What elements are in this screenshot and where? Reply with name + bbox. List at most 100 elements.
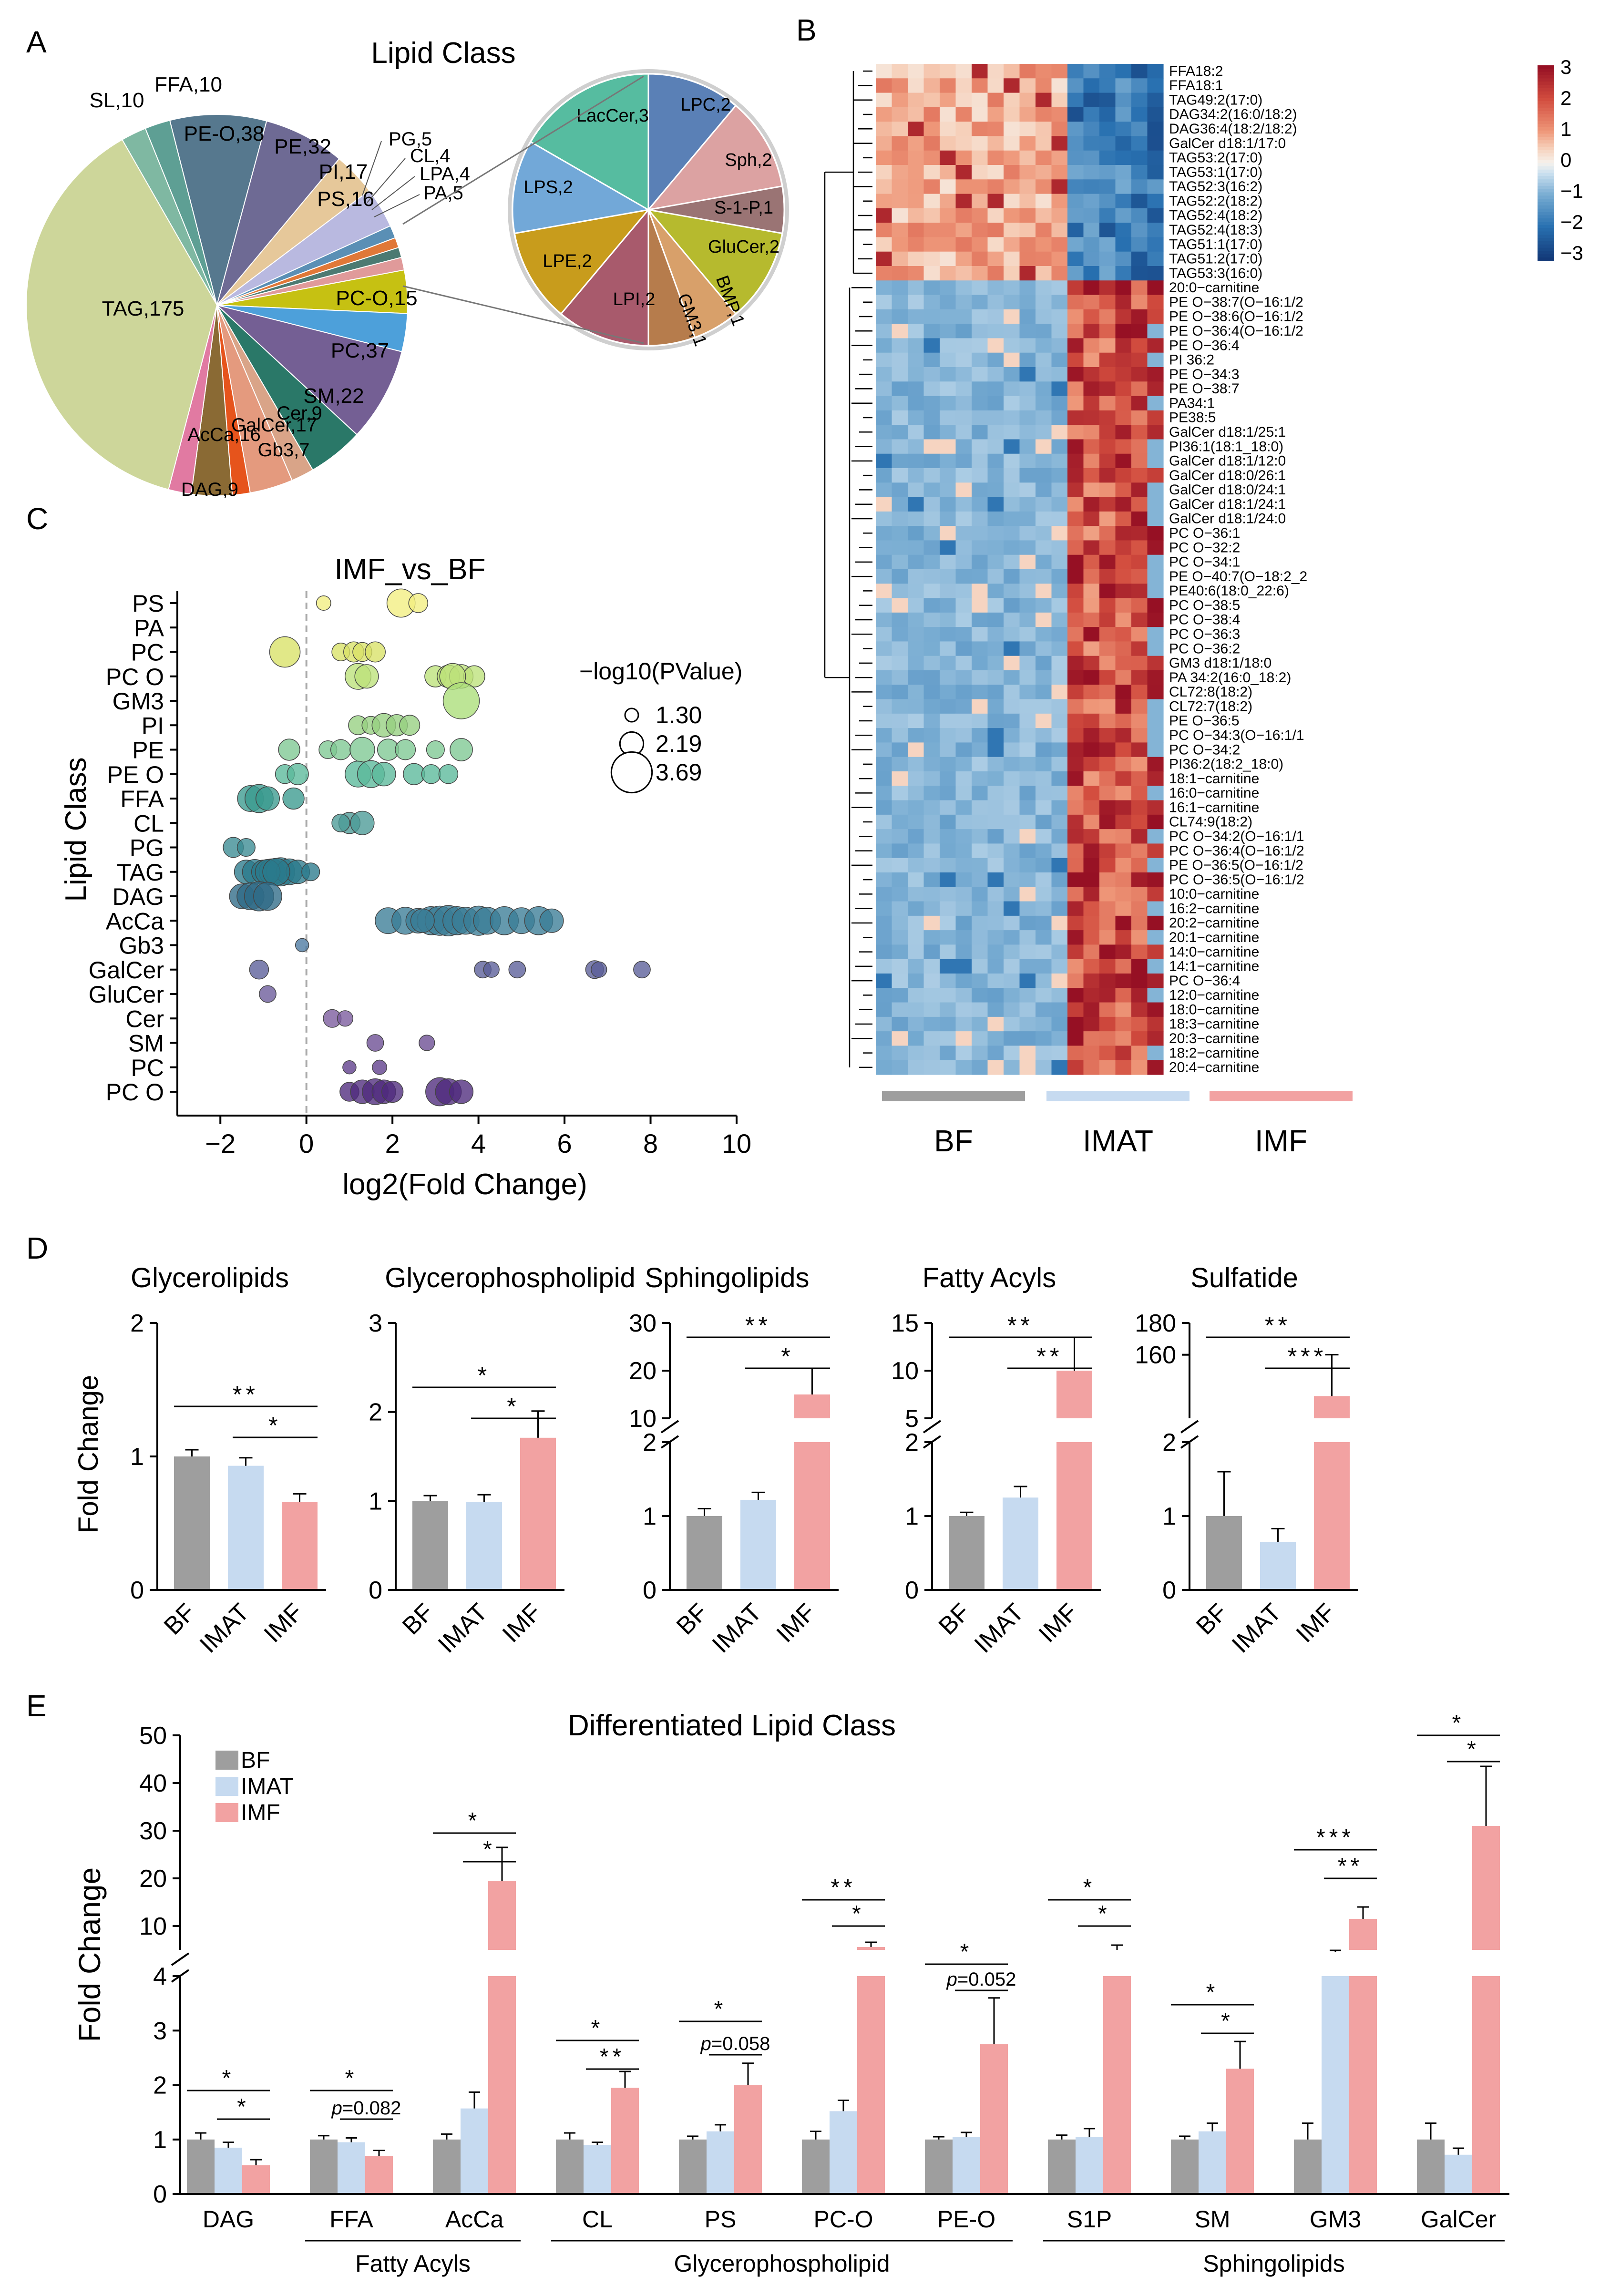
heatmap-cell: [1131, 829, 1148, 844]
heatmap-cell: [1131, 396, 1148, 411]
heatmap-cell: [972, 771, 988, 786]
heatmap-cell: [908, 453, 924, 469]
e-p-symbol: p: [331, 2098, 342, 2119]
panel-c-bubble-plot: IMF_vs_BF Lipid Class log2(Fold Change) …: [60, 553, 751, 1201]
heatmap-cell: [1019, 396, 1036, 411]
heatmap-cell: [1051, 425, 1068, 440]
heatmap-cell: [987, 598, 1004, 613]
heatmap-cell: [1083, 974, 1100, 988]
heatmap-cell: [1051, 858, 1068, 873]
heatmap-row-label: 20:2−carnitine: [1169, 915, 1259, 931]
d-y-tick-label: 2: [1162, 1429, 1176, 1456]
e-bar-cl-imf: [611, 2088, 639, 2194]
heatmap-cell: [955, 511, 972, 526]
heatmap-cell: [987, 122, 1004, 137]
heatmap-cell: [1083, 959, 1100, 974]
heatmap-cell: [940, 251, 956, 266]
heatmap-cell: [1099, 150, 1116, 165]
heatmap-cell: [1115, 78, 1132, 93]
heatmap-cell: [1083, 280, 1100, 296]
heatmap-cell: [1099, 1046, 1116, 1061]
heatmap-cell: [1115, 554, 1132, 570]
heatmap-cell: [940, 598, 956, 613]
heatmap-cell: [1147, 526, 1164, 541]
heatmap-cell: [987, 468, 1004, 483]
heatmap-cell: [892, 78, 908, 93]
heatmap-cell: [955, 1046, 972, 1061]
d-axis-break: [660, 1420, 679, 1434]
heatmap-cell: [1019, 381, 1036, 397]
heatmap-cell: [1004, 656, 1020, 671]
heatmap-cell: [908, 641, 924, 656]
bubble-legend-label: 3.69: [656, 759, 702, 786]
heatmap-cell: [1147, 1016, 1164, 1032]
d-x-label-bf: BF: [1191, 1598, 1233, 1640]
heatmap-cell: [876, 656, 892, 671]
heatmap-cell: [940, 887, 956, 902]
heatmap-cell: [892, 670, 908, 685]
heatmap-cell: [1083, 352, 1100, 368]
heatmap-cell: [1131, 381, 1148, 397]
heatmap-cell: [940, 627, 956, 642]
heatmap-cell: [1051, 107, 1068, 122]
heatmap-cell: [1019, 295, 1036, 310]
heatmap-cell: [1131, 1016, 1148, 1032]
heatmap-cell: [876, 1060, 892, 1075]
heatmap-cell: [1147, 324, 1164, 339]
heatmap-cell: [876, 280, 892, 296]
heatmap-cell: [892, 497, 908, 512]
pie-label-cer: Cer,9: [277, 403, 322, 424]
heatmap-cell: [1131, 352, 1148, 368]
heatmap-cell: [1083, 78, 1100, 93]
heatmap-cell: [908, 439, 924, 454]
heatmap-cell: [892, 223, 908, 238]
heatmap-cell: [1131, 295, 1148, 310]
heatmap-cell: [1036, 295, 1052, 310]
heatmap-cell: [908, 309, 924, 324]
heatmap-cell: [1019, 685, 1036, 700]
d-y-tick-label: 1: [1162, 1503, 1176, 1530]
heatmap-cell: [1067, 526, 1084, 541]
bubble-x-tick-label: 6: [557, 1128, 572, 1158]
pie-label-gb3: Gb3,7: [258, 440, 310, 461]
heatmap-cell: [1099, 526, 1116, 541]
heatmap-cells: [876, 64, 1164, 1075]
heatmap-cell: [1036, 814, 1052, 830]
e-bar-s1p-imf: [1103, 1976, 1131, 2194]
d-y-tick-label: 10: [891, 1357, 919, 1385]
heatmap-cell: [892, 179, 908, 195]
heatmap-cell: [1115, 728, 1132, 743]
heatmap-cell: [1115, 295, 1132, 310]
heatmap-cell: [955, 410, 972, 425]
bubble-category-galcer: GalCer: [89, 957, 164, 984]
heatmap-cell: [908, 223, 924, 238]
heatmap-cell: [1147, 612, 1164, 627]
bubble-point-gm3: [442, 682, 480, 719]
heatmap-row-label: TAG52:4(18:3): [1169, 222, 1262, 238]
heatmap-cell: [892, 887, 908, 902]
heatmap-cell: [1099, 367, 1116, 382]
heatmap-cell: [972, 627, 988, 642]
d-bar-imat: [466, 1502, 502, 1590]
heatmap-cell: [1067, 295, 1084, 310]
heatmap-cell: [923, 107, 940, 122]
heatmap-cell: [908, 584, 924, 599]
heatmap-cell: [987, 771, 1004, 786]
heatmap-cell: [987, 439, 1004, 454]
d-x-label-imf: IMF: [497, 1598, 547, 1648]
heatmap-cell: [892, 64, 908, 79]
heatmap-cell: [1131, 728, 1148, 743]
legend-tick-label: 3: [1560, 56, 1571, 78]
heatmap-cell: [923, 179, 940, 195]
heatmap-cell: [972, 122, 988, 137]
heatmap-cell: [892, 165, 908, 180]
legend-gradient-step: [1538, 101, 1554, 105]
legend-gradient-step: [1538, 107, 1554, 112]
heatmap-cell: [923, 988, 940, 1003]
heatmap-row-label: PI36:1(18:1_18:0): [1169, 439, 1283, 454]
heatmap-cell: [1051, 598, 1068, 613]
heatmap-cell: [1147, 872, 1164, 887]
heatmap-cell: [923, 1016, 940, 1032]
heatmap-cell: [1019, 554, 1036, 570]
other-pie-label-sph-2: Sph,2: [725, 150, 772, 170]
